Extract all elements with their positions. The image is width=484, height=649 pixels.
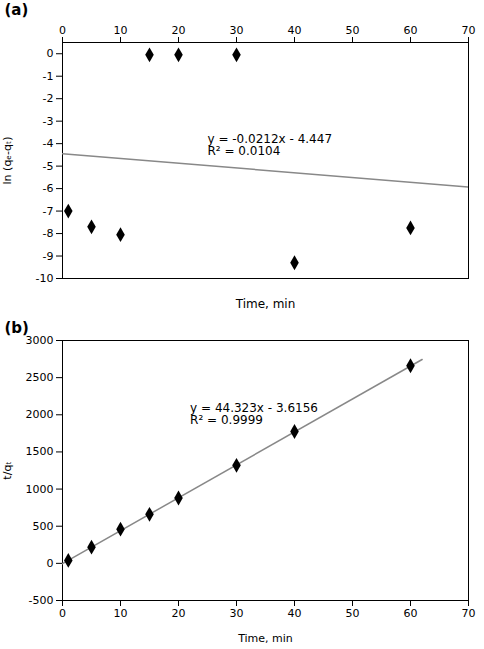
svg-text:60: 60 bbox=[404, 607, 418, 620]
svg-text:Time, min: Time, min bbox=[237, 632, 293, 645]
svg-text:t/qₜ: t/qₜ bbox=[1, 461, 14, 479]
svg-text:3000: 3000 bbox=[26, 334, 54, 347]
svg-text:-8: -8 bbox=[43, 227, 54, 240]
svg-text:-7: -7 bbox=[43, 205, 54, 218]
svg-text:ln (qₑ-qₜ): ln (qₑ-qₜ) bbox=[1, 137, 14, 185]
svg-text:-3: -3 bbox=[43, 115, 54, 128]
svg-text:10: 10 bbox=[114, 24, 128, 37]
svg-text:-2: -2 bbox=[43, 92, 54, 105]
svg-text:30: 30 bbox=[230, 607, 244, 620]
svg-text:y = -0.0212x - 4.447R² = 0.010: y = -0.0212x - 4.447R² = 0.0104 bbox=[208, 132, 333, 158]
svg-text:60: 60 bbox=[404, 24, 418, 37]
svg-text:50: 50 bbox=[346, 607, 360, 620]
svg-text:500: 500 bbox=[33, 520, 54, 533]
svg-text:-4: -4 bbox=[43, 137, 54, 150]
svg-text:-5: -5 bbox=[43, 160, 54, 173]
svg-text:2000: 2000 bbox=[26, 408, 54, 421]
svg-text:20: 20 bbox=[172, 607, 186, 620]
svg-text:70: 70 bbox=[462, 24, 476, 37]
svg-text:50: 50 bbox=[346, 24, 360, 37]
svg-text:0: 0 bbox=[59, 607, 66, 620]
svg-text:(b): (b) bbox=[5, 319, 29, 337]
svg-text:-10: -10 bbox=[36, 272, 54, 285]
svg-text:-500: -500 bbox=[29, 594, 54, 607]
svg-text:30: 30 bbox=[230, 24, 244, 37]
svg-text:10: 10 bbox=[114, 607, 128, 620]
svg-text:70: 70 bbox=[462, 607, 476, 620]
svg-text:0: 0 bbox=[47, 47, 54, 60]
svg-text:2500: 2500 bbox=[26, 371, 54, 384]
svg-text:Time, min: Time, min bbox=[235, 297, 296, 311]
svg-text:1500: 1500 bbox=[26, 445, 54, 458]
svg-text:40: 40 bbox=[288, 607, 302, 620]
svg-text:y = 44.323x - 3.6156R² = 0.999: y = 44.323x - 3.6156R² = 0.9999 bbox=[190, 401, 318, 427]
svg-text:-6: -6 bbox=[43, 182, 54, 195]
svg-text:20: 20 bbox=[172, 24, 186, 37]
svg-text:-9: -9 bbox=[43, 250, 54, 263]
svg-text:0: 0 bbox=[59, 24, 66, 37]
svg-text:0: 0 bbox=[47, 557, 54, 570]
svg-text:1000: 1000 bbox=[26, 483, 54, 496]
svg-text:-1: -1 bbox=[43, 70, 54, 83]
svg-text:(a): (a) bbox=[5, 1, 29, 19]
svg-text:40: 40 bbox=[288, 24, 302, 37]
